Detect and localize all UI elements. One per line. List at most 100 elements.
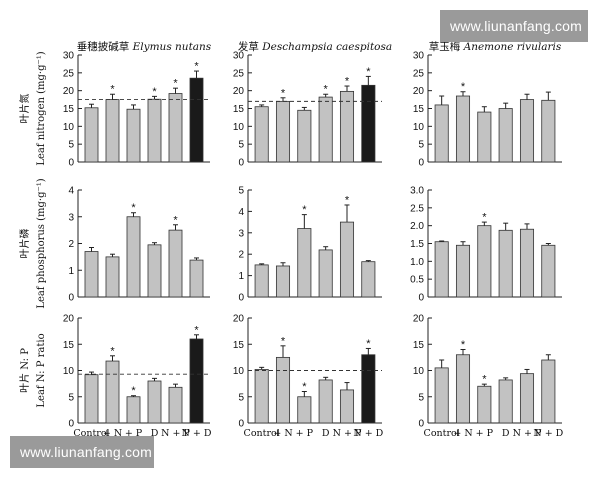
chart-panel-r1c1: 0 1 2 3 4 5 * *: [238, 186, 382, 304]
y-tick-label: 30: [413, 51, 425, 62]
significance-marker: *: [131, 202, 136, 214]
bar: [361, 84, 376, 163]
bar: [477, 385, 492, 424]
bar: [168, 93, 183, 163]
bar: [189, 259, 204, 298]
y-tick-label: 10: [233, 366, 245, 377]
y-tick-label: 0.5: [410, 275, 424, 286]
bar: [84, 107, 99, 163]
y-tick-label: 1: [238, 271, 244, 282]
y-tick-label: 3.0: [410, 186, 424, 197]
y-tick-label: 20: [63, 86, 75, 97]
y-axis-label: Leaf N: P ratio: [36, 333, 47, 407]
significance-marker: *: [324, 84, 329, 96]
bar: [189, 77, 204, 163]
y-tick-label: 15: [413, 104, 425, 115]
bar: [434, 104, 449, 163]
bar: [498, 108, 513, 163]
y-tick-label: 0: [418, 293, 424, 304]
bar: [519, 373, 535, 424]
bar: [361, 354, 376, 424]
significance-marker: *: [482, 374, 487, 386]
bar: [254, 106, 269, 163]
y-tick-label: 10: [63, 122, 75, 133]
y-tick-label: 1.5: [410, 239, 424, 250]
significance-marker: *: [281, 87, 286, 99]
y-tick-label: 0: [238, 293, 244, 304]
y-tick-label: 3: [238, 228, 244, 239]
bar: [361, 261, 376, 298]
x-tick-label: + N: [103, 428, 122, 439]
y-tick-label: 15: [413, 340, 425, 351]
significance-marker: *: [194, 324, 199, 336]
watermark-bottom: www.liunanfang.com: [10, 436, 154, 468]
bar: [168, 386, 183, 424]
y-tick-label: 5: [68, 140, 74, 151]
y-tick-label: 10: [413, 122, 425, 133]
bar: [455, 244, 471, 298]
y-tick-label: 2.5: [410, 203, 424, 214]
bar: [275, 100, 291, 163]
bar: [297, 396, 312, 424]
bar: [318, 96, 333, 163]
chart-panel-r0c1: 0 5 10 15 20 25 30 * * * * 发草 Deschampsia caespitos…: [233, 40, 392, 169]
bar: [541, 99, 556, 163]
y-tick-label: 0: [68, 158, 74, 169]
y-axis-label-cn: 叶片氮: [18, 94, 31, 124]
x-tick-label: + P: [476, 428, 494, 439]
x-tick-label: + P: [125, 428, 143, 439]
y-tick-label: 0: [238, 419, 244, 430]
chart-title: 发草 Deschampsia caespitosa: [238, 40, 392, 53]
significance-marker: *: [302, 381, 307, 393]
y-tick-label: 10: [413, 366, 425, 377]
significance-marker: *: [345, 76, 350, 88]
significance-marker: *: [461, 81, 466, 93]
y-tick-label: 0: [418, 419, 424, 430]
x-tick-label: D: [502, 428, 510, 439]
y-tick-label: 15: [63, 104, 75, 115]
chart-panel-r0c2: 0 5 10 15 20 25 30 * 草玉梅 Anemone rivularis: [413, 40, 562, 169]
y-axis-label-cn: 叶片磷: [18, 229, 31, 259]
y-tick-label: 25: [63, 68, 75, 79]
y-tick-label: 20: [63, 314, 75, 325]
y-tick-label: 20: [233, 86, 245, 97]
y-tick-label: 0: [418, 158, 424, 169]
bar: [254, 264, 269, 298]
y-tick-label: 10: [63, 366, 75, 377]
bar: [126, 108, 141, 163]
y-tick-label: 5: [418, 392, 424, 403]
x-tick-label: N + D: [182, 428, 212, 439]
bar: [105, 99, 120, 163]
chart-title: 草玉梅 Anemone rivularis: [429, 40, 562, 53]
significance-marker: *: [194, 61, 199, 73]
bar: [126, 396, 141, 424]
bar: [105, 360, 120, 424]
bar: [84, 374, 99, 424]
bar: [275, 356, 291, 424]
bar: [541, 244, 556, 298]
bar: [455, 95, 471, 163]
y-tick-label: 0: [68, 419, 74, 430]
significance-marker: *: [110, 345, 115, 357]
bar: [147, 98, 162, 163]
significance-marker: *: [345, 194, 350, 206]
chart-panel-r1c2: 0 0.5 1.0 1.5 2.0 2.5 3.0 *: [410, 186, 562, 304]
bar: [477, 225, 492, 298]
bar: [455, 354, 471, 424]
x-tick-label: + N: [273, 428, 292, 439]
y-tick-label: 10: [233, 122, 245, 133]
bar: [275, 265, 291, 298]
y-tick-label: 5: [418, 140, 424, 151]
x-tick-label: D: [151, 428, 159, 439]
y-tick-label: 1: [68, 266, 74, 277]
x-tick-label: + P: [296, 428, 314, 439]
bar: [318, 249, 333, 298]
x-tick-label: N + D: [533, 428, 563, 439]
bar: [147, 380, 162, 424]
y-tick-label: 15: [63, 340, 75, 351]
y-tick-label: 5: [68, 392, 74, 403]
y-tick-label: 15: [233, 340, 245, 351]
